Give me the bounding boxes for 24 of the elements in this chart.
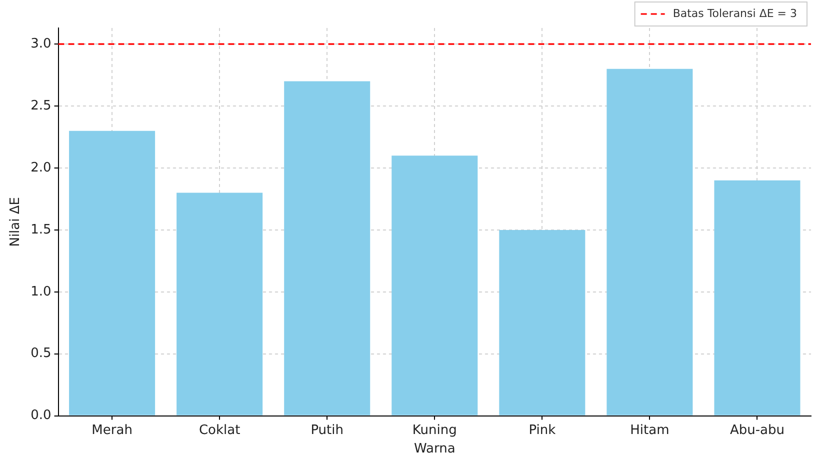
bar <box>392 156 478 416</box>
bar <box>176 192 263 416</box>
bar <box>606 68 693 416</box>
bar <box>714 180 800 416</box>
legend-label: Batas Toleransi ΔE = 3 <box>672 6 798 20</box>
x-tick-label: Coklat <box>198 422 240 438</box>
y-tick-label: 0.5 <box>30 346 52 362</box>
x-axis-title: Warna <box>414 442 456 457</box>
bar <box>284 81 370 416</box>
y-tick-label: 1.5 <box>30 222 52 238</box>
x-tick-label: Hitam <box>630 422 670 438</box>
bar <box>499 230 586 416</box>
bar <box>69 130 156 416</box>
y-tick-label: 1.0 <box>30 284 52 300</box>
x-tick-label: Abu-abu <box>730 422 785 438</box>
x-tick-label: Merah <box>92 422 132 438</box>
x-tick-label: Putih <box>310 422 344 438</box>
y-tick-label: 2.5 <box>30 98 52 114</box>
y-tick-label: 0.0 <box>30 408 52 424</box>
y-tick-label: 2.0 <box>30 160 52 176</box>
x-tick-label: Kuning <box>412 422 457 438</box>
y-tick-label: 3.0 <box>30 36 52 52</box>
y-axis-title: Nilai ΔE <box>8 197 24 247</box>
x-tick-label: Pink <box>528 422 556 438</box>
